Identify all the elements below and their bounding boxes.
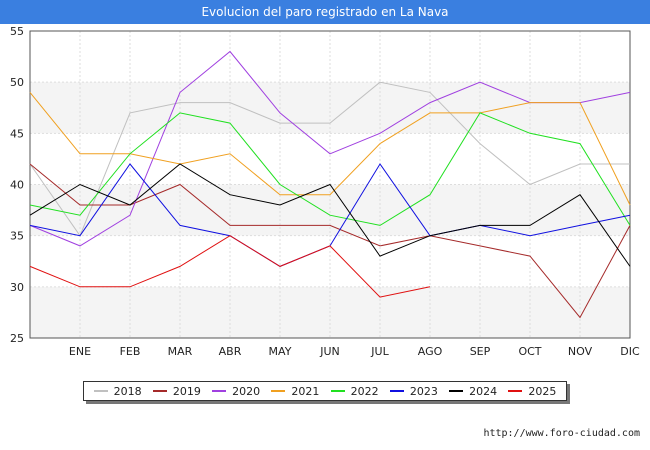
legend-item-2018: 2018 [93, 384, 142, 398]
x-tick-label: DIC [620, 345, 640, 358]
series-line-2022 [29, 112, 631, 226]
legend-item-2025: 2025 [508, 385, 556, 398]
series-line-2025 [29, 235, 431, 298]
legend-swatch [93, 390, 108, 392]
y-tick-label: 45 [10, 127, 24, 140]
y-tick-label: 25 [10, 332, 24, 345]
x-tick-label: ENE [69, 345, 91, 358]
source-link[interactable]: http://www.foro-ciudad.com [483, 428, 640, 439]
x-tick-label: JUN [319, 345, 340, 358]
legend-label: 2025 [528, 384, 557, 398]
x-tick-label: SEP [470, 345, 491, 358]
legend-label: 2019 [172, 384, 201, 398]
legend-item-2019: 2019 [152, 384, 201, 398]
x-tick-label: ABR [219, 345, 242, 358]
series-line-2018 [29, 81, 630, 237]
y-tick-label: 40 [10, 179, 24, 192]
legend-item-2021: 2021 [271, 385, 319, 398]
legend: 2018 2019 2020 2021 2022 2023 2024 2025 [83, 381, 567, 401]
x-tick-label: AGO [418, 345, 443, 358]
series-line-2024 [29, 163, 631, 267]
x-tick-label: MAR [168, 345, 193, 358]
legend-label: 2024 [469, 384, 498, 398]
x-tick-label: JUL [370, 345, 389, 358]
x-tick-label: FEB [120, 345, 141, 358]
x-tick-label: MAY [269, 345, 292, 358]
legend-label: 2021 [291, 384, 320, 398]
legend-item-2024: 2024 [449, 385, 497, 398]
legend-swatch [508, 390, 523, 392]
chart-title: Evolucion del paro registrado en La Nava [0, 0, 650, 24]
legend-label: 2023 [409, 384, 438, 398]
y-tick-label: 55 [10, 25, 24, 38]
x-tick-label: NOV [568, 345, 593, 358]
legend-swatch [212, 390, 227, 392]
x-tick-label: OCT [518, 345, 541, 358]
y-tick-label: 50 [10, 76, 24, 89]
legend-label: 2022 [350, 384, 379, 398]
legend-item-2020: 2020 [212, 385, 260, 398]
y-tick-label: 35 [10, 230, 24, 243]
y-tick-label: 30 [10, 281, 24, 294]
plot-area-border [29, 30, 631, 339]
legend-swatch [152, 390, 167, 392]
legend-swatch [389, 390, 404, 392]
legend-item-2022: 2022 [330, 384, 379, 398]
legend-item-2023: 2023 [389, 384, 438, 398]
legend-label: 2018 [113, 384, 142, 398]
legend-swatch [271, 390, 286, 392]
legend-swatch [330, 390, 345, 392]
legend-label: 2020 [232, 384, 261, 398]
legend-swatch [449, 390, 464, 392]
